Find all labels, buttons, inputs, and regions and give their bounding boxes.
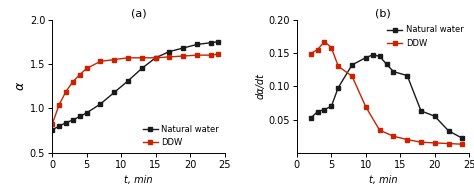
Natural water (349, 64, 355, 66)
Natural water (98, 103, 103, 105)
DDW (111, 58, 117, 61)
DDW (84, 67, 90, 70)
DDW (459, 143, 465, 145)
DDW (208, 54, 214, 56)
DDW (404, 138, 410, 141)
Line: Natural water: Natural water (309, 53, 465, 140)
DDW (432, 142, 438, 144)
Natural water (336, 86, 341, 89)
Natural water (377, 55, 383, 57)
Natural water (391, 70, 396, 73)
DDW (194, 54, 200, 56)
Natural water (139, 67, 145, 70)
Natural water (404, 74, 410, 77)
Natural water (308, 117, 313, 119)
DDW (418, 141, 424, 143)
Natural water (153, 57, 158, 59)
Legend: Natural water, DDW: Natural water, DDW (386, 24, 465, 49)
Natural water (63, 122, 69, 124)
Natural water (328, 105, 334, 107)
Y-axis label: α: α (14, 82, 27, 90)
DDW (308, 52, 313, 55)
Line: DDW: DDW (50, 52, 219, 127)
Natural water (166, 50, 172, 53)
Natural water (322, 108, 328, 111)
Natural water (208, 42, 214, 44)
DDW (180, 55, 186, 57)
Natural water (215, 41, 220, 43)
DDW (349, 75, 355, 77)
DDW (315, 48, 320, 51)
Line: DDW: DDW (309, 40, 465, 146)
Y-axis label: dα/dt: dα/dt (255, 73, 265, 99)
Natural water (49, 129, 55, 131)
Natural water (446, 130, 451, 132)
Natural water (111, 91, 117, 94)
DDW (77, 74, 82, 76)
Natural water (363, 56, 369, 59)
DDW (63, 90, 69, 93)
X-axis label: t, min: t, min (124, 175, 153, 185)
DDW (215, 53, 220, 55)
Natural water (418, 110, 424, 112)
DDW (153, 57, 158, 59)
DDW (98, 60, 103, 63)
Natural water (56, 125, 62, 127)
DDW (70, 81, 76, 83)
Natural water (84, 112, 90, 114)
Natural water (432, 115, 438, 117)
Natural water (459, 137, 465, 139)
Title: (b): (b) (375, 9, 391, 19)
DDW (139, 57, 145, 59)
DDW (56, 104, 62, 106)
Natural water (70, 119, 76, 121)
Natural water (125, 80, 131, 82)
Line: Natural water: Natural water (50, 40, 219, 132)
DDW (49, 123, 55, 126)
DDW (322, 40, 328, 43)
Natural water (77, 115, 82, 118)
Natural water (315, 110, 320, 113)
DDW (336, 65, 341, 67)
Natural water (180, 47, 186, 49)
DDW (377, 129, 383, 131)
Natural water (194, 43, 200, 46)
Natural water (370, 54, 375, 56)
DDW (446, 142, 451, 145)
DDW (125, 57, 131, 59)
DDW (166, 56, 172, 58)
DDW (391, 135, 396, 137)
Legend: Natural water, DDW: Natural water, DDW (141, 123, 220, 149)
DDW (363, 106, 369, 108)
DDW (328, 46, 334, 49)
X-axis label: t, min: t, min (369, 175, 397, 185)
Natural water (383, 63, 389, 65)
Title: (a): (a) (130, 9, 146, 19)
